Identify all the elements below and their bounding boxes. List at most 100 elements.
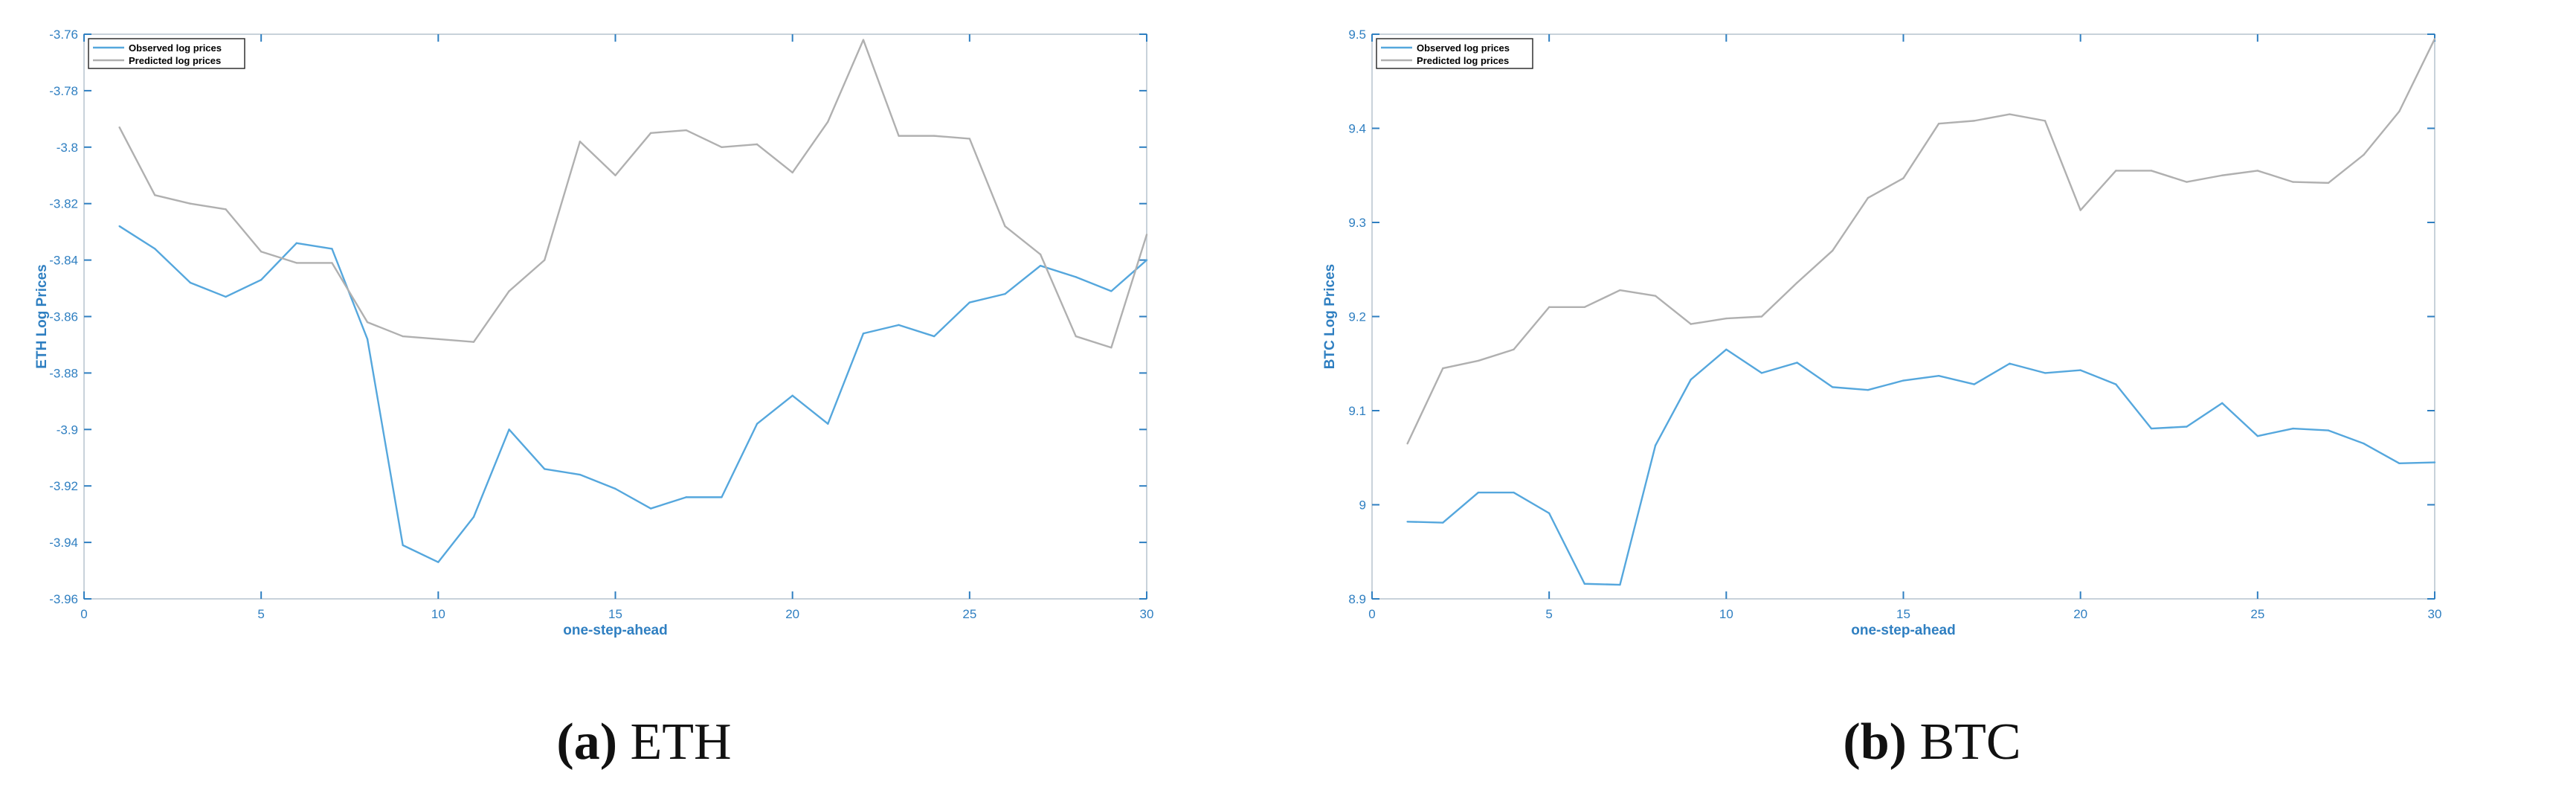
data-point [225, 295, 227, 298]
data-point [1690, 379, 1692, 381]
series-predicted-log-prices [1406, 38, 2436, 445]
btc-line-chart: 0 5 10 15 20 25 30 8.9 9 9.1 9.2 9.3 9.4 9.5 one-step-… [1322, 28, 2441, 638]
x-tick-label: 5 [257, 607, 264, 621]
data-point [1902, 177, 1904, 179]
caption-eth-tag: (a) [556, 713, 618, 771]
data-point [1867, 388, 1870, 391]
data-point [649, 507, 652, 510]
x-tick-label: 5 [1545, 607, 1552, 621]
caption-btc: (b) BTC [1288, 713, 2576, 772]
x-tick-label: 25 [2250, 607, 2264, 621]
data-point [2009, 113, 2011, 115]
legend-box [1376, 38, 1533, 69]
data-point [2009, 362, 2011, 365]
data-point [2186, 181, 2188, 183]
data-point [1477, 359, 1480, 362]
data-point [2433, 38, 2436, 40]
data-point [1937, 374, 1940, 377]
x-tick-label: 30 [1140, 607, 1154, 621]
data-point [1406, 443, 1408, 445]
data-point [2150, 170, 2153, 172]
data-point [1654, 444, 1657, 447]
data-point [1075, 335, 1077, 338]
data-point [685, 496, 687, 498]
data-point [260, 251, 263, 253]
data-point [331, 262, 333, 264]
data-point [1902, 379, 1904, 382]
data-point [544, 468, 546, 470]
data-point [260, 278, 263, 281]
data-point [1583, 306, 1585, 309]
data-point [968, 301, 971, 304]
y-tick-label: 9 [1359, 498, 1366, 513]
data-point [1145, 259, 1148, 261]
data-point [649, 132, 652, 135]
data-point [437, 338, 439, 341]
data-point [1406, 521, 1408, 523]
data-point [2256, 434, 2259, 437]
data-point [118, 126, 120, 129]
caption-btc-label: BTC [1919, 713, 2021, 771]
data-point [1832, 386, 1834, 388]
data-point [685, 129, 687, 132]
data-point [721, 496, 723, 498]
series-line-predicted-log-prices [1406, 38, 2436, 444]
data-point [862, 333, 865, 335]
data-point [508, 429, 510, 431]
data-point [933, 335, 936, 338]
y-tick-label: -3.96 [49, 592, 78, 606]
data-point [189, 202, 192, 205]
data-point [295, 262, 297, 264]
x-tick-label: 0 [80, 607, 87, 621]
data-point [1110, 347, 1112, 349]
legend-label: Observed log prices [1417, 42, 1510, 54]
data-point [1619, 289, 1621, 292]
data-point [1442, 521, 1444, 524]
caption-eth-label: ETH [630, 713, 732, 771]
data-point [1145, 234, 1148, 236]
data-point [544, 259, 546, 261]
y-tick-label: -3.88 [49, 366, 78, 380]
x-tick-label: 0 [1368, 607, 1375, 621]
data-point [1796, 362, 1798, 364]
x-axis-label: one-step-ahead [563, 623, 667, 638]
data-point [614, 487, 616, 490]
x-tick-label: 10 [1719, 607, 1733, 621]
data-point [791, 171, 793, 174]
x-tick-label: 15 [1896, 607, 1910, 621]
data-point [472, 341, 475, 343]
data-point [225, 208, 227, 211]
y-tick-label: 8.9 [1348, 592, 1366, 606]
series-observed-log-prices [118, 225, 1148, 563]
data-point [1832, 249, 1834, 252]
data-point [1513, 348, 1515, 350]
data-point [1075, 276, 1077, 278]
data-point [827, 423, 829, 425]
data-point [2150, 427, 2153, 430]
legend-label: Observed log prices [129, 42, 222, 54]
legend-label: Predicted log prices [1417, 55, 1509, 66]
y-tick-label: -3.86 [49, 310, 78, 324]
y-tick-label: 9.3 [1348, 216, 1366, 230]
data-point [898, 324, 900, 327]
data-point [2115, 383, 2117, 385]
x-tick-label: 10 [431, 607, 445, 621]
y-tick-label: -3.76 [49, 28, 78, 42]
data-point [2398, 110, 2400, 112]
data-point [2079, 209, 2081, 211]
y-axis-label: ETH Log Prices [34, 264, 50, 368]
data-point [756, 423, 759, 425]
series-line-observed-log-prices [1407, 348, 2435, 586]
data-point [1725, 348, 1727, 350]
plot-area [83, 33, 1147, 600]
data-point [437, 561, 439, 563]
data-point [2292, 181, 2294, 183]
data-point [2363, 443, 2365, 445]
data-point [1039, 253, 1042, 256]
data-point [968, 138, 971, 140]
data-point [2079, 369, 2081, 371]
y-tick-label: 9.4 [1348, 122, 1366, 136]
chart-panel-btc: 0 5 10 15 20 25 30 8.9 9 9.1 9.2 9.3 9.4 9.5 one-step-… [1288, 0, 2576, 796]
data-point [2044, 120, 2047, 122]
